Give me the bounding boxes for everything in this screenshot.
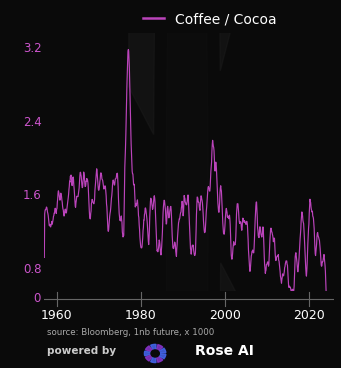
Circle shape (151, 350, 159, 357)
Text: source: Bloomberg, 1nb future, x 1000: source: Bloomberg, 1nb future, x 1000 (47, 328, 214, 337)
Wedge shape (155, 348, 166, 353)
Wedge shape (155, 345, 163, 353)
Wedge shape (129, 326, 157, 368)
Wedge shape (145, 346, 155, 353)
Legend: Coffee / Cocoa: Coffee / Cocoa (137, 7, 282, 32)
Text: 2000: 2000 (209, 309, 241, 322)
Text: 1960: 1960 (41, 309, 73, 322)
Wedge shape (151, 344, 156, 353)
Wedge shape (218, 0, 245, 71)
Wedge shape (129, 0, 155, 135)
Text: Rose AI: Rose AI (195, 343, 254, 358)
Wedge shape (151, 353, 156, 362)
Text: 2020: 2020 (293, 309, 325, 322)
Wedge shape (145, 351, 155, 356)
Text: 0: 0 (33, 293, 40, 305)
Text: 1980: 1980 (125, 309, 157, 322)
Wedge shape (155, 353, 163, 362)
Wedge shape (219, 263, 246, 368)
Wedge shape (145, 353, 155, 361)
Text: powered by: powered by (47, 346, 116, 355)
Wedge shape (155, 353, 166, 359)
Circle shape (166, 0, 208, 368)
